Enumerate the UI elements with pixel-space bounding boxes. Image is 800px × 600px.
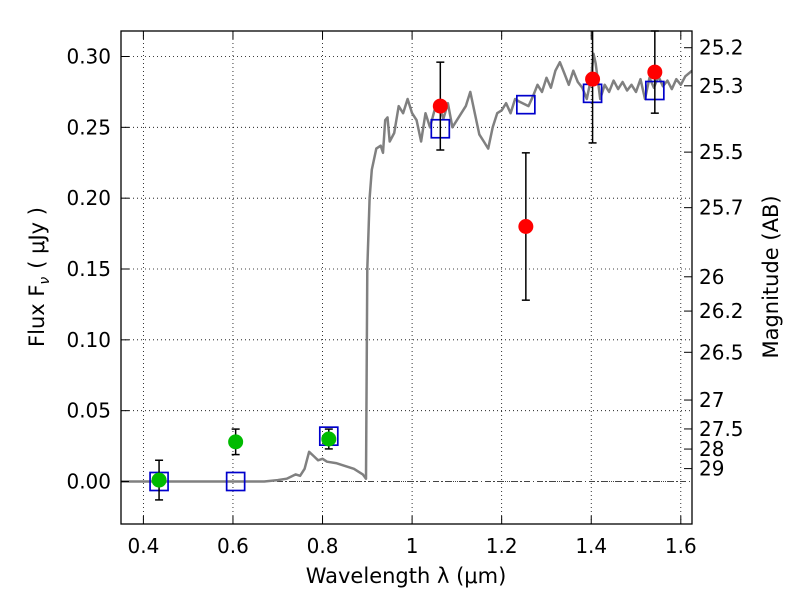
x-tick-label: 0.8 (307, 534, 339, 558)
x-axis-label: Wavelength λ (μm) (306, 564, 507, 588)
series-layer (121, 52, 692, 483)
y-axis-label: Flux Fν ( μJy ) (25, 207, 53, 347)
y-axis-label-subscript: ν (37, 277, 53, 285)
x-tick-label: 1.2 (486, 534, 518, 558)
observed-flux-point (432, 98, 448, 114)
y2-tick-label: 29 (699, 457, 724, 481)
y-tick-label: 0.00 (66, 470, 111, 494)
observed-flux-point (151, 472, 167, 488)
model-photometry-square (225, 471, 246, 492)
x-tick-label: 1.6 (665, 534, 697, 558)
y-tick-label: 0.20 (66, 186, 111, 210)
x-tick-label: 1.4 (575, 534, 607, 558)
observed-flux-point (228, 434, 244, 450)
y-axis-label-main: Flux F (25, 285, 49, 347)
y-tick-label: 0.25 (66, 115, 111, 139)
y2-tick-label: 26 (699, 265, 724, 289)
x-tick-label: 1 (406, 534, 419, 558)
y2-tick-label: 25.3 (699, 74, 744, 98)
plot-background (121, 31, 692, 524)
observed-flux-point (321, 431, 337, 447)
x-axis: 0.4 0.6 0.8 1 1.2 1.4 1.6 (127, 31, 697, 558)
y2-tick-label: 27.5 (699, 417, 744, 441)
y-tick-label: 0.15 (66, 257, 111, 281)
y-axis-label-unit: ( μJy ) (25, 207, 49, 269)
y2-tick-label: 27 (699, 388, 724, 412)
y2-tick-label: 26.5 (699, 340, 744, 364)
y2-tick-label: 25.2 (699, 36, 744, 60)
y2-tick-label: 25.5 (699, 140, 744, 164)
observed-flux-point (585, 71, 601, 87)
x-tick-label: 0.6 (217, 534, 249, 558)
y2-tick-label: 28 (699, 437, 724, 461)
y-tick-label: 0.30 (66, 45, 111, 69)
y2-tick-label: 25.7 (699, 196, 744, 220)
observed-flux-point (647, 64, 663, 80)
observed-flux-point (518, 219, 534, 234)
y-tick-label: 0.10 (66, 328, 111, 352)
model-spectrum-line (121, 52, 692, 483)
model-photometry-square (516, 94, 536, 115)
x-tick-label: 0.4 (127, 534, 159, 558)
y-tick-label: 0.05 (66, 399, 111, 423)
plot-frame (120, 30, 693, 525)
marker-layer (149, 30, 665, 501)
y2-tick-label: 26.2 (699, 299, 744, 323)
y2-axis-label: Magnitude (AB) (759, 195, 783, 358)
y-axis: 0.00 0.05 0.10 0.15 0.20 0.25 0.30 (66, 45, 129, 494)
